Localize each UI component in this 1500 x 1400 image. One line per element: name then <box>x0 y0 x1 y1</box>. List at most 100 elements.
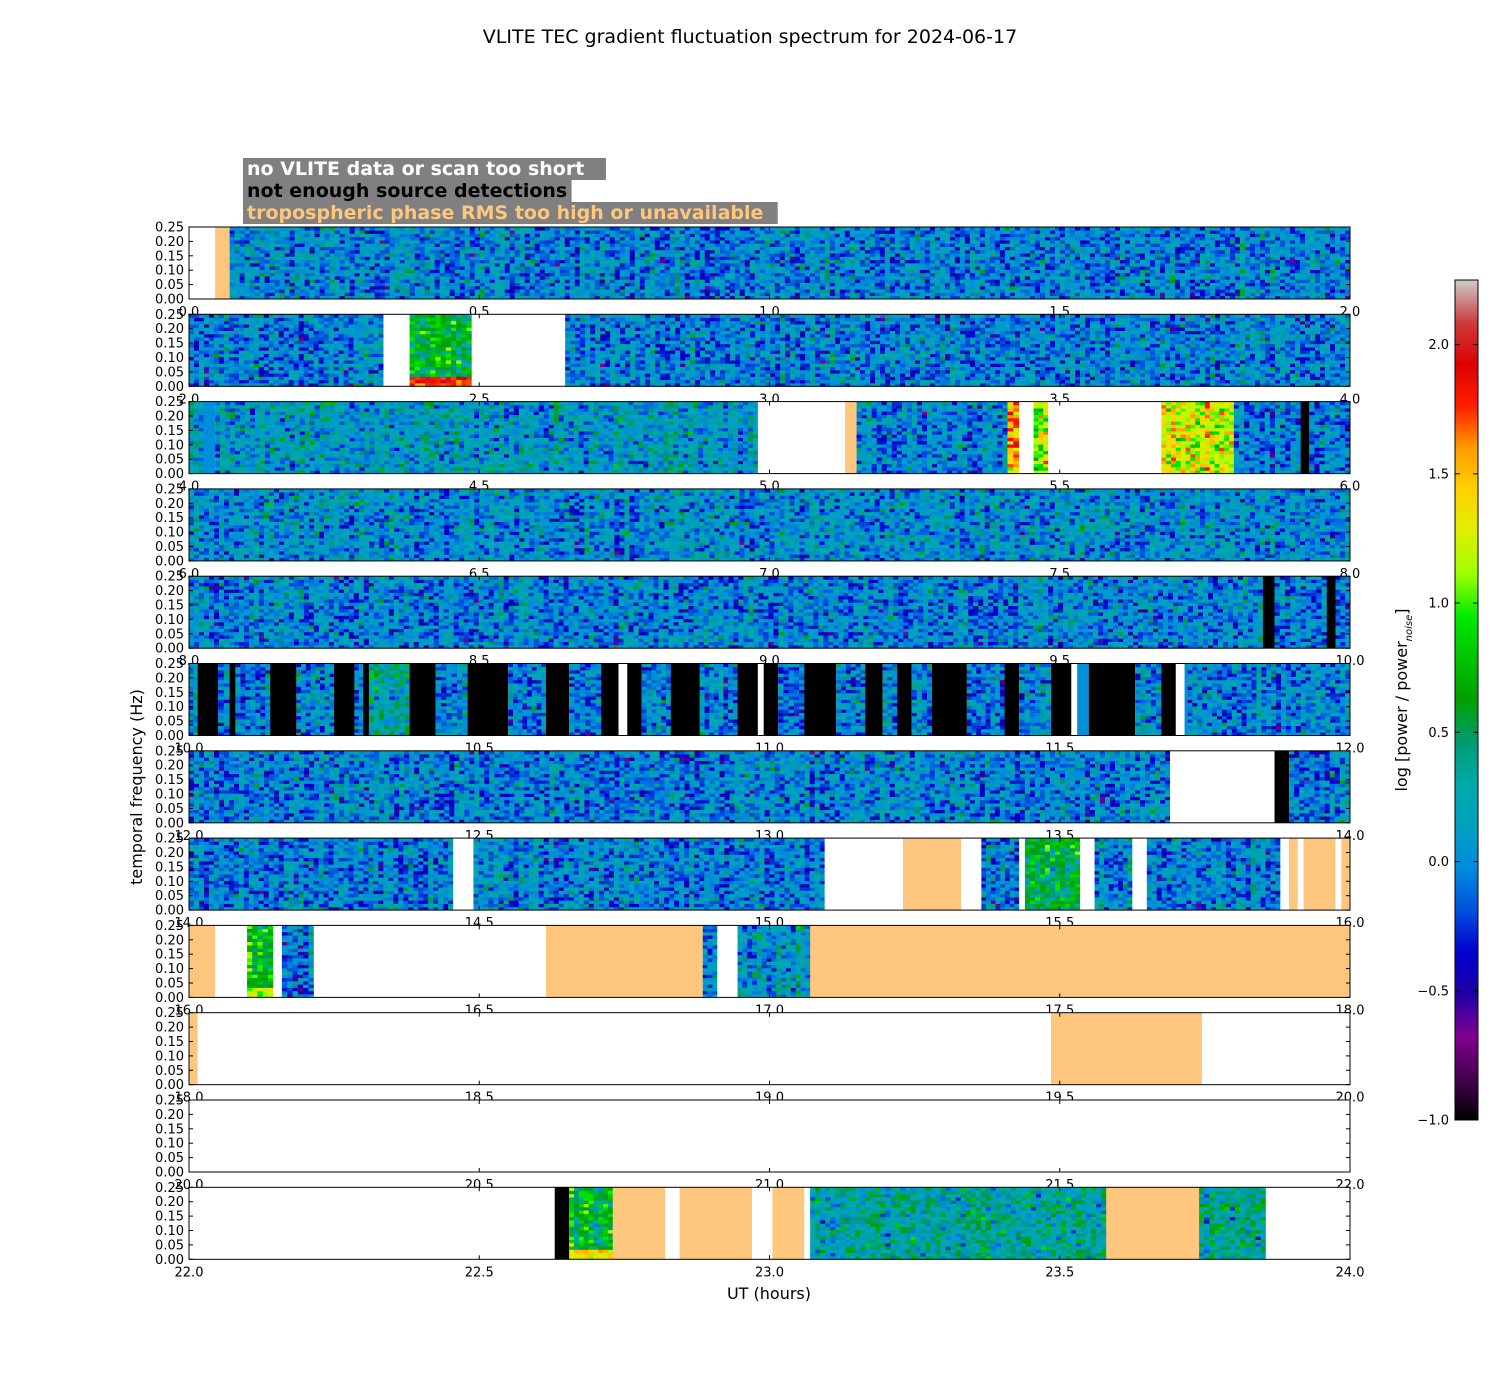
spectrum-cell <box>555 256 560 260</box>
spectrum-cell <box>625 289 630 293</box>
spectrum-cell <box>735 227 740 231</box>
spectrum-cell <box>835 270 840 274</box>
spectrum-cell <box>445 243 450 247</box>
spectrum-cell <box>660 230 665 234</box>
spectrum-cell <box>495 283 500 287</box>
spectrum-cell <box>770 286 775 290</box>
spectrum-cell <box>580 289 585 293</box>
spectrum-cell <box>320 247 325 251</box>
spectrum-cell <box>385 243 390 247</box>
spectrum-cell <box>485 247 490 251</box>
spectrum-cell <box>570 263 575 267</box>
spectrum-cell <box>590 240 595 244</box>
spectrum-cell <box>565 279 570 283</box>
spectrum-cell <box>275 230 280 234</box>
spectrum-cell <box>695 250 700 254</box>
spectrum-cell <box>835 256 840 260</box>
spectrum-cell <box>240 243 245 247</box>
spectrum-cell <box>795 247 800 251</box>
spectrum-cell <box>745 286 750 290</box>
spectrum-cell <box>340 266 345 270</box>
spectrum-cell <box>630 266 635 270</box>
spectrum-cell <box>340 234 345 238</box>
spectrum-cell <box>825 270 830 274</box>
spectrum-cell <box>500 292 505 296</box>
spectrum-cell <box>365 234 370 238</box>
spectrum-cell <box>605 266 610 270</box>
spectrum-cell <box>745 276 750 280</box>
spectrum-cell <box>245 286 250 290</box>
spectrum-cell <box>270 263 275 267</box>
spectrum-cell <box>375 289 380 293</box>
spectrum-cell <box>250 279 255 283</box>
spectrum-cell <box>740 240 745 244</box>
spectrum-cell <box>420 286 425 290</box>
spectrum-cell <box>655 234 660 238</box>
spectrum-cell <box>640 240 645 244</box>
spectrum-cell <box>365 256 370 260</box>
spectrum-cell <box>385 237 390 241</box>
spectrum-cell <box>640 250 645 254</box>
spectrum-cell <box>635 256 640 260</box>
spectrum-cell <box>390 273 395 277</box>
spectrum-cell <box>435 253 440 257</box>
spectrum-cell <box>520 270 525 274</box>
spectrum-cell <box>660 256 665 260</box>
spectrum-cell <box>840 250 845 254</box>
spectrum-cell <box>875 253 880 257</box>
spectrum-cell <box>260 230 265 234</box>
spectrum-cell <box>845 237 850 241</box>
spectrum-cell <box>505 276 510 280</box>
spectrum-cell <box>480 263 485 267</box>
spectrum-cell <box>865 283 870 287</box>
spectrum-cell <box>890 286 895 290</box>
spectrum-cell <box>250 227 255 231</box>
spectrum-cell <box>870 276 875 280</box>
spectrum-cell <box>680 243 685 247</box>
spectrum-cell <box>230 263 235 267</box>
spectrum-cell <box>480 273 485 277</box>
spectrum-cell <box>910 260 915 264</box>
spectrum-cell <box>605 279 610 283</box>
spectrum-cell <box>800 227 805 231</box>
spectrum-cell <box>265 247 270 251</box>
spectrum-cell <box>845 276 850 280</box>
spectrum-cell <box>790 270 795 274</box>
spectrum-cell <box>485 270 490 274</box>
spectrum-cell <box>490 279 495 283</box>
spectrum-cell <box>775 279 780 283</box>
spectrum-cell <box>635 253 640 257</box>
spectrum-cell <box>450 266 455 270</box>
panel-0: 0.000.050.100.150.200.250.0 0.5 1.0 1.5 2.0 <box>155 221 1360 321</box>
spectrum-cell <box>780 273 785 277</box>
spectrum-cell <box>345 283 350 287</box>
spectrum-cell <box>325 253 330 257</box>
spectrum-cell <box>545 253 550 257</box>
spectrum-cell <box>465 234 470 238</box>
spectrum-cell <box>580 279 585 283</box>
spectrum-cell <box>615 273 620 277</box>
spectrum-cell <box>695 253 700 257</box>
spectrum-cell <box>365 266 370 270</box>
spectrum-cell <box>390 234 395 238</box>
spectrum-cell <box>865 273 870 277</box>
spectrum-cell <box>600 250 605 254</box>
spectrum-cell <box>815 260 820 264</box>
spectrum-cell <box>835 234 840 238</box>
spectrum-cell <box>930 273 935 277</box>
spectrum-cell <box>250 243 255 247</box>
spectrum-cell <box>550 263 555 267</box>
spectrum-cell <box>335 263 340 267</box>
spectrum-cell <box>810 263 815 267</box>
spectrum-cell <box>670 234 675 238</box>
spectrum-cell <box>775 289 780 293</box>
spectrum-cell <box>785 260 790 264</box>
spectrum-cell <box>875 283 880 287</box>
spectrum-cell <box>935 270 940 274</box>
spectrum-cell <box>550 247 555 251</box>
legend: no VLITE data or scan too shortnot enoug… <box>243 158 778 224</box>
spectrum-cell <box>730 286 735 290</box>
spectrum-cell <box>360 256 365 260</box>
spectrum-cell <box>435 247 440 251</box>
spectrum-cell <box>595 283 600 287</box>
